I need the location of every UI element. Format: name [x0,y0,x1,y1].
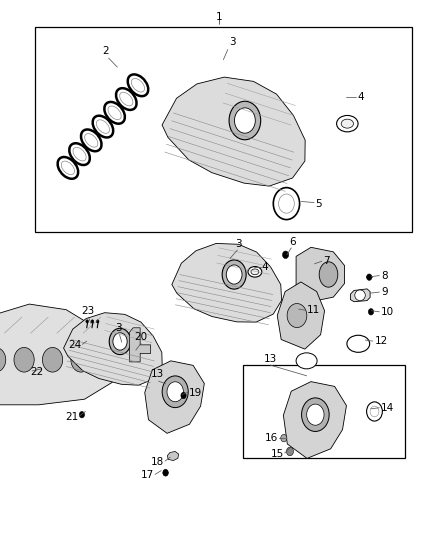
Ellipse shape [355,290,365,301]
Text: 7: 7 [323,256,330,266]
Circle shape [91,320,94,323]
Ellipse shape [162,376,188,408]
Ellipse shape [341,119,353,128]
Text: 15: 15 [271,449,284,459]
Polygon shape [145,361,204,433]
Circle shape [79,411,85,418]
Ellipse shape [14,348,34,372]
Text: 19: 19 [189,389,202,398]
Bar [35,27,412,232]
Polygon shape [64,313,162,385]
Text: 3: 3 [235,239,242,249]
Text: 16: 16 [265,433,278,443]
Ellipse shape [93,116,113,138]
Text: 1: 1 [215,12,223,22]
Text: 18: 18 [151,457,164,467]
Circle shape [181,392,186,399]
Text: 23: 23 [81,305,94,316]
Circle shape [281,434,287,442]
Ellipse shape [336,116,358,132]
Polygon shape [296,247,344,302]
Bar [243,365,405,458]
Polygon shape [130,328,151,362]
Ellipse shape [251,269,259,274]
Ellipse shape [234,108,255,133]
Ellipse shape [248,266,262,277]
Ellipse shape [307,404,324,425]
Ellipse shape [319,262,338,287]
Circle shape [96,320,99,323]
Ellipse shape [0,348,6,372]
Ellipse shape [370,406,379,417]
Text: 22: 22 [31,367,44,377]
Ellipse shape [58,157,78,179]
Ellipse shape [229,101,261,140]
Text: 10: 10 [381,307,394,317]
Circle shape [367,274,372,280]
Ellipse shape [226,265,242,284]
Ellipse shape [128,75,148,96]
Ellipse shape [113,333,127,350]
Circle shape [283,251,289,259]
Ellipse shape [81,130,102,151]
Text: 21: 21 [66,412,79,422]
Polygon shape [277,282,325,349]
Ellipse shape [73,147,86,161]
Text: 6: 6 [289,237,296,247]
Text: 8: 8 [381,271,388,280]
Text: 24: 24 [68,341,81,350]
Ellipse shape [287,304,307,327]
Ellipse shape [167,382,184,402]
Ellipse shape [273,188,300,220]
Ellipse shape [108,106,121,119]
Text: 4: 4 [357,92,364,102]
Ellipse shape [347,335,370,352]
Text: 13: 13 [151,369,164,379]
Ellipse shape [222,260,246,289]
Polygon shape [167,451,179,461]
Ellipse shape [109,328,131,354]
Ellipse shape [279,194,294,213]
Ellipse shape [69,143,90,165]
Circle shape [368,309,374,315]
Text: 20: 20 [134,332,148,342]
Text: 4: 4 [262,262,268,271]
Ellipse shape [85,134,98,147]
Ellipse shape [42,348,63,372]
Text: 2: 2 [102,46,109,56]
Polygon shape [172,244,282,322]
Circle shape [86,320,88,323]
Ellipse shape [71,348,91,372]
Text: 17: 17 [141,471,154,480]
Circle shape [286,447,293,456]
Text: 5: 5 [315,199,322,208]
Text: 14: 14 [381,403,394,413]
Text: 13: 13 [264,354,277,364]
Polygon shape [0,304,117,405]
Text: 12: 12 [374,336,388,346]
Ellipse shape [96,120,110,133]
Polygon shape [162,77,305,186]
Ellipse shape [104,102,125,124]
Circle shape [163,470,168,476]
Text: 9: 9 [381,287,388,297]
Ellipse shape [120,92,133,106]
Text: 3: 3 [115,323,122,333]
Text: 11: 11 [307,305,320,315]
Polygon shape [283,382,346,458]
Ellipse shape [131,78,145,92]
Ellipse shape [61,161,74,175]
Ellipse shape [367,402,382,421]
Polygon shape [350,289,370,302]
Text: 3: 3 [229,37,236,47]
Ellipse shape [116,88,137,110]
Ellipse shape [301,398,329,432]
Ellipse shape [296,353,317,369]
